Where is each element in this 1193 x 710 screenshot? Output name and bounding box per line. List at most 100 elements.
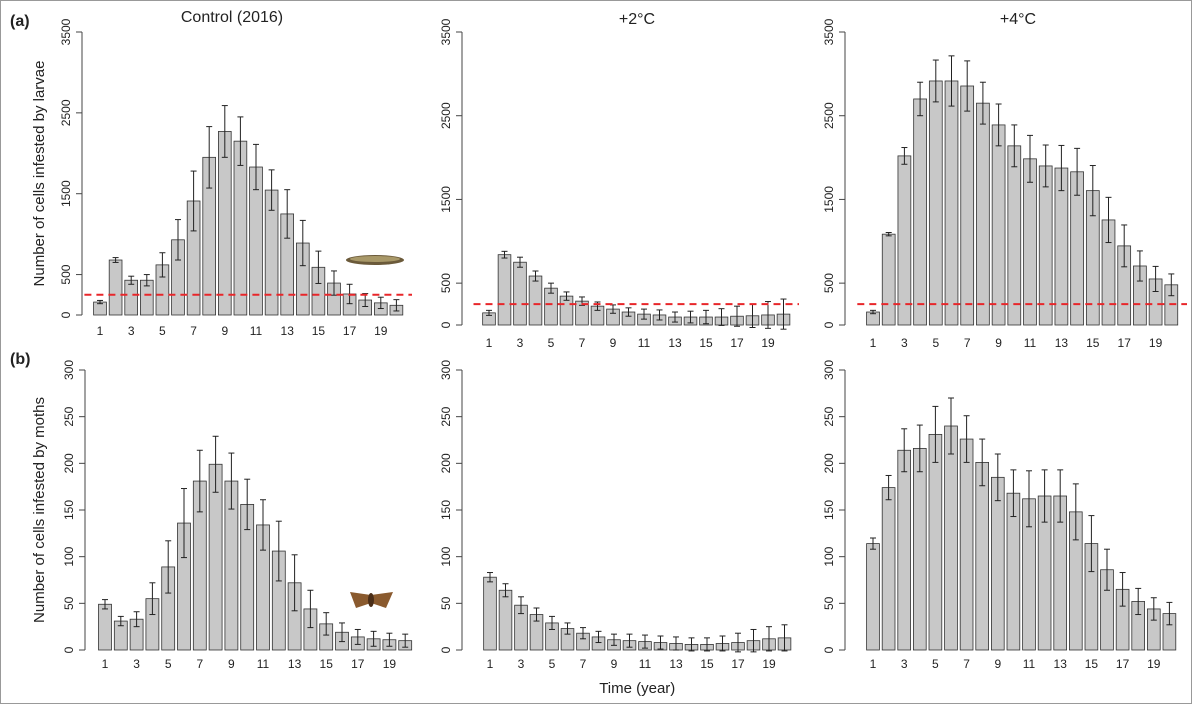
error-bar [719,635,726,652]
y-tick-label: 2500 [59,99,73,126]
error-bar [354,628,361,645]
y-tick-label: 50 [822,596,836,610]
error-bar [718,308,725,326]
error-bar [734,305,740,327]
error-bar [268,169,275,211]
bar [960,85,975,326]
error-bar [641,308,647,320]
error-bar [206,126,213,189]
y-tick-label: 0 [439,646,453,653]
x-tick-label: 1 [870,336,877,350]
error-bar [386,632,393,647]
bar [497,254,512,326]
x-tick-label: 3 [517,336,524,350]
error-bar [181,488,187,559]
bar [498,589,513,651]
x-tick-label: 19 [761,336,775,350]
x-tick-label: 11 [638,336,651,350]
bar [233,140,248,316]
bar [1054,167,1069,326]
error-bar [133,611,140,628]
error-bar [611,633,617,646]
error-bar [765,301,771,329]
error-bar [994,453,1001,502]
error-bar [1089,165,1096,217]
x-tick-label: 5 [549,657,556,671]
bar [897,449,911,651]
x-tick-label: 15 [1086,336,1100,350]
y-tick-label: 0 [439,321,453,328]
error-bar [253,143,259,191]
error-bar [901,147,908,165]
y-tick-label: 3500 [439,18,453,45]
panel-title: +4°C [1000,11,1036,28]
x-tick-label: 1 [97,324,104,338]
bar [928,433,943,651]
error-bar [687,310,694,324]
error-bar [533,607,540,622]
y-tick-label: 3500 [822,18,836,45]
x-tick-label: 1 [870,657,877,671]
y-tick-label: 3500 [59,18,73,45]
bar [513,261,527,326]
error-bar [1042,144,1049,188]
bar [944,425,958,651]
error-bar [1011,124,1018,168]
error-bar [870,309,876,315]
x-tick-label: 13 [1054,657,1068,671]
panel-title: Control (2016) [181,9,283,26]
error-bar [964,60,971,112]
error-bar [1136,250,1143,282]
error-bar [979,438,986,487]
y-tick-label: 200 [822,453,836,473]
x-tick-label: 3 [133,657,140,671]
error-bar [165,540,172,594]
x-axis-label: Time (year) [599,680,675,697]
error-bar [501,250,508,259]
error-bar [780,298,787,330]
error-bar [673,636,679,651]
x-tick-label: 11 [250,324,263,338]
error-bar [932,405,939,463]
error-bar [766,626,772,652]
error-bar [370,630,377,647]
error-bar [260,499,266,551]
x-tick-label: 3 [901,336,908,350]
y-tick-label: 1500 [439,186,453,213]
y-tick-label: 250 [62,406,76,426]
error-bar [159,252,166,278]
error-bar [963,415,970,463]
x-tick-label: 9 [611,657,618,671]
x-tick-label: 3 [901,657,908,671]
x-tick-label: 17 [731,657,745,671]
y-tick-label: 2500 [439,102,453,129]
error-bar [932,59,939,103]
error-bar [517,256,523,268]
error-bar [1057,469,1064,523]
error-bar [1119,572,1126,607]
bar [528,275,543,326]
bar [975,461,989,651]
error-bar [175,219,181,261]
x-tick-label: 17 [343,324,357,338]
error-bar [291,554,298,612]
bar [866,543,880,651]
bar [991,124,1006,326]
y-tick-label: 100 [439,546,453,566]
y-tick-label: 0 [822,321,836,328]
error-bar [548,282,554,294]
error-bar [1105,196,1112,244]
x-tick-label: 15 [1085,657,1099,671]
y-tick-label: 300 [822,360,836,380]
y-tick-label: 100 [62,546,76,566]
error-bar [979,81,986,125]
x-tick-label: 19 [374,324,388,338]
error-bar [1166,601,1173,626]
error-bar [1027,134,1033,183]
error-bar [518,596,524,615]
y-tick-label: 1500 [822,186,836,213]
x-tick-label: 5 [932,336,939,350]
y-tick-label: 0 [822,646,836,653]
error-bar [704,637,710,652]
